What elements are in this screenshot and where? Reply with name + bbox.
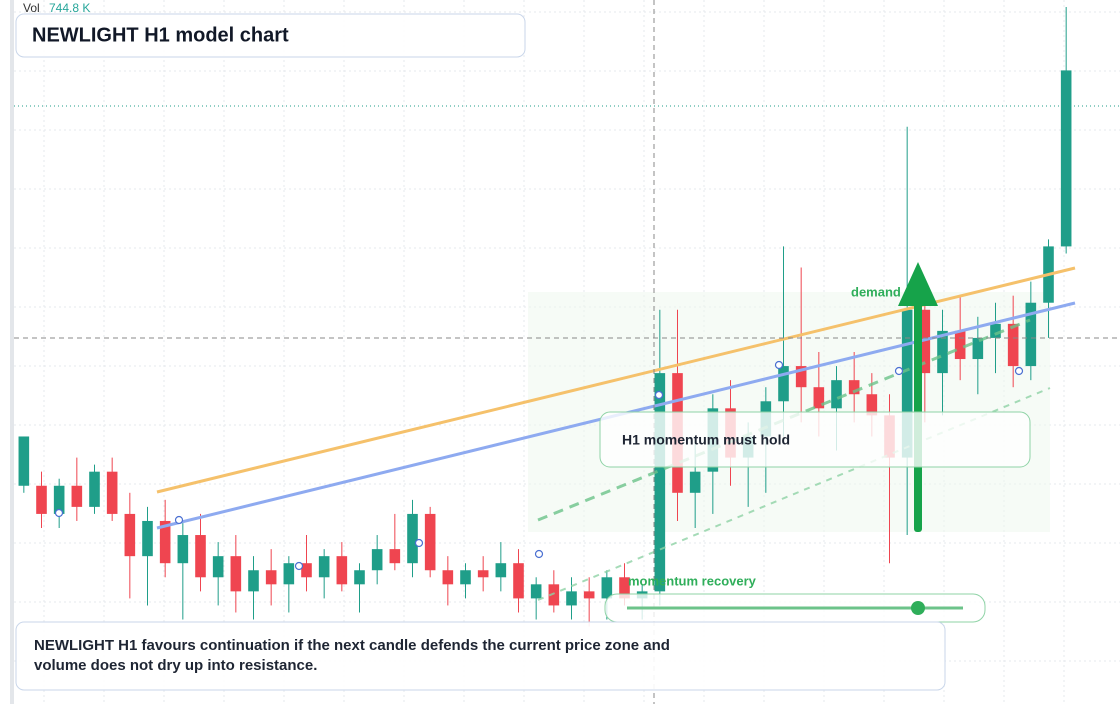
arrow-head xyxy=(898,262,938,306)
candle-body xyxy=(654,373,666,592)
candle-body xyxy=(142,520,153,557)
candle-body xyxy=(248,570,259,592)
note: NEWLIGHT H1 favours continuation if the … xyxy=(34,637,670,674)
candle-body xyxy=(778,366,789,402)
annotation: H1 momentum must hold xyxy=(622,432,790,448)
candle-body xyxy=(177,535,189,564)
candle-body xyxy=(53,485,65,514)
candle-body xyxy=(407,513,418,564)
signal xyxy=(894,366,904,376)
candle-body xyxy=(477,570,489,578)
candle-body xyxy=(318,556,330,578)
signal xyxy=(414,538,424,548)
signal xyxy=(774,360,784,370)
candle-body xyxy=(954,330,966,360)
candle-body xyxy=(848,380,860,395)
candle-body xyxy=(601,577,613,599)
candle-body xyxy=(460,570,471,585)
candle-body xyxy=(71,485,83,507)
candle-body xyxy=(1060,70,1072,247)
candle-body xyxy=(89,471,100,507)
candle-body xyxy=(283,563,295,585)
candle-body xyxy=(36,485,47,514)
signal xyxy=(1014,366,1024,376)
candle-body xyxy=(495,563,507,578)
candle-body xyxy=(583,591,595,599)
signal xyxy=(294,561,304,571)
candle-body xyxy=(901,309,913,458)
note-wrap: NEWLIGHT H1 favours continuation if the … xyxy=(34,637,670,674)
candle-body xyxy=(619,577,630,599)
candle-body xyxy=(230,556,242,592)
candle-body xyxy=(919,309,931,374)
signals xyxy=(54,360,1024,571)
candle-body xyxy=(195,535,206,578)
candle-body xyxy=(336,556,348,585)
signal xyxy=(534,549,544,559)
signal xyxy=(54,508,64,518)
candle-body xyxy=(813,387,825,409)
candle-body xyxy=(937,330,948,374)
candle-body xyxy=(990,323,1001,338)
candle-body xyxy=(159,520,171,564)
signal xyxy=(654,390,664,400)
chart-title: NEWLIGHT H1 model chart xyxy=(32,24,289,46)
slider-knob[interactable] xyxy=(911,601,925,615)
candle-body xyxy=(354,570,365,585)
candle-body xyxy=(866,394,878,416)
candle-body xyxy=(1025,302,1037,367)
signal xyxy=(174,515,184,525)
annotation: momentum recovery xyxy=(628,573,757,588)
volume-value: 744.8 K xyxy=(49,1,90,15)
candle-body xyxy=(548,584,560,606)
candle-body xyxy=(1007,323,1019,367)
candle-body xyxy=(972,337,984,360)
candle-body xyxy=(18,436,30,486)
candle-body xyxy=(265,570,277,585)
candle-body xyxy=(371,549,383,571)
candle-body xyxy=(831,380,842,409)
candle-body xyxy=(212,556,224,578)
left-edge xyxy=(10,0,14,704)
candle-body xyxy=(106,471,118,514)
candle-body xyxy=(689,471,701,493)
candle-body xyxy=(795,366,807,388)
candle-body xyxy=(124,513,136,557)
volume-label: Vol xyxy=(23,1,40,15)
channel-line xyxy=(537,318,1031,522)
candle-body xyxy=(424,513,436,571)
note-box xyxy=(15,621,946,691)
candle-body xyxy=(389,549,401,564)
annotation-box xyxy=(599,411,1031,468)
candle-body xyxy=(442,570,454,585)
candle-body xyxy=(301,563,312,578)
candle-body xyxy=(530,584,542,599)
candle-body xyxy=(566,591,577,606)
title-box xyxy=(15,13,526,58)
candle-body xyxy=(513,563,524,599)
